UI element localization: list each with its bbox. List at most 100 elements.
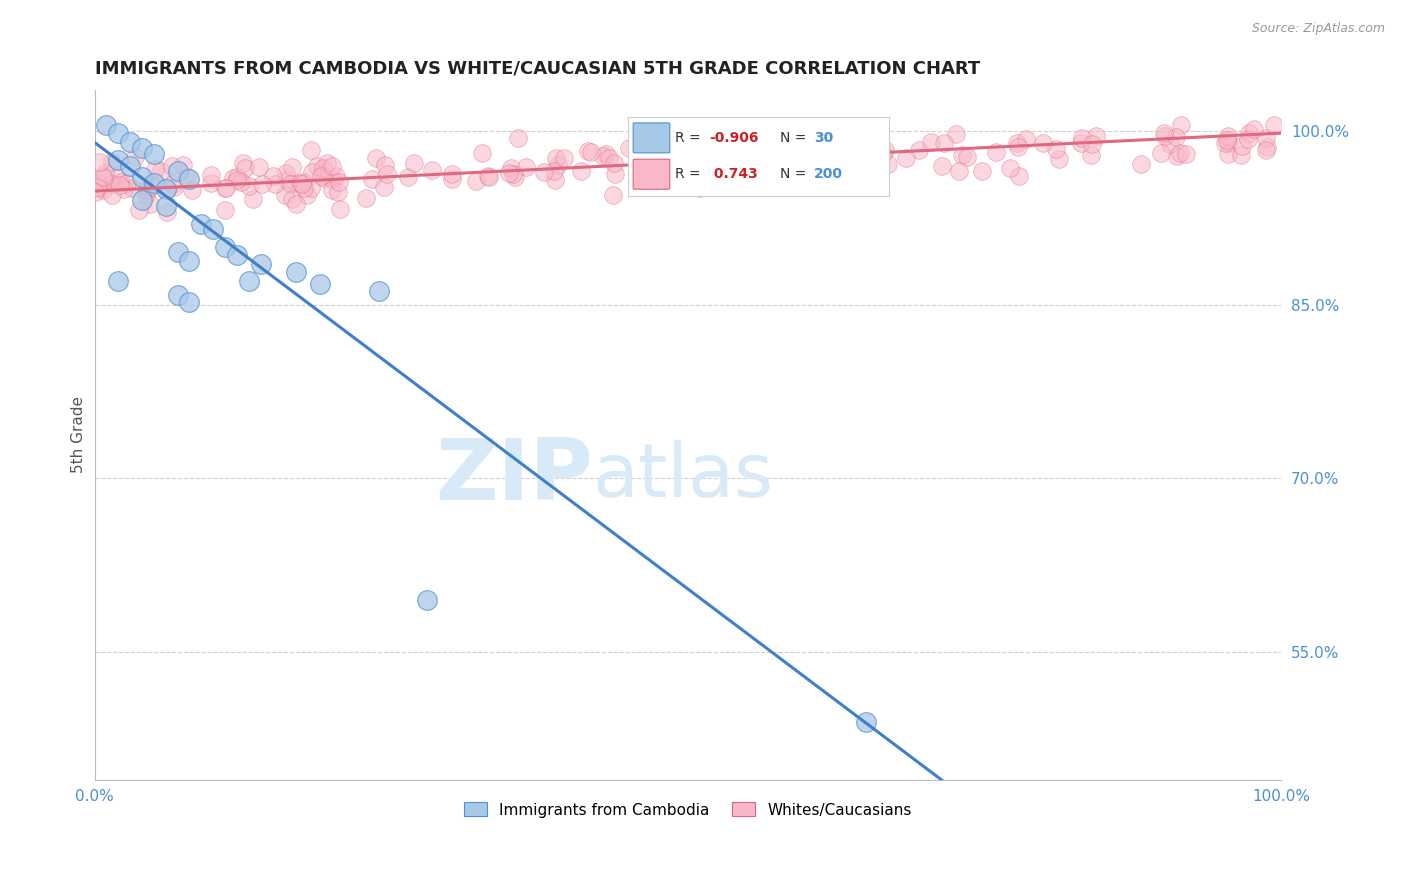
Point: [166, 245, 188, 260]
Point: [471, 146, 494, 161]
Point: [166, 288, 188, 302]
Point: [1164, 130, 1187, 145]
Point: [515, 160, 537, 174]
Point: [262, 169, 284, 184]
Point: [1216, 133, 1239, 147]
Point: [655, 133, 678, 147]
Point: [1213, 136, 1236, 151]
Point: [214, 202, 236, 217]
Y-axis label: 5th Grade: 5th Grade: [72, 396, 86, 474]
Point: [1256, 131, 1278, 145]
Point: [135, 187, 157, 202]
Point: [673, 161, 696, 175]
Point: [250, 177, 273, 191]
Point: [465, 174, 488, 188]
Point: [1168, 146, 1191, 161]
Point: [745, 162, 768, 177]
Point: [703, 156, 725, 170]
Point: [765, 161, 787, 176]
Point: [225, 169, 247, 184]
Point: [93, 170, 115, 185]
Point: [87, 181, 110, 195]
Point: [477, 169, 499, 183]
FancyBboxPatch shape: [633, 159, 669, 189]
Point: [499, 161, 522, 176]
Point: [299, 181, 322, 195]
Point: [309, 169, 332, 183]
Point: [281, 192, 304, 206]
Point: [200, 168, 222, 182]
Point: [121, 181, 143, 195]
Point: [814, 158, 837, 172]
Point: [249, 257, 271, 271]
Point: [825, 158, 848, 172]
Text: 200: 200: [814, 167, 842, 181]
Point: [311, 167, 333, 181]
Point: [1080, 137, 1102, 152]
Point: [375, 167, 398, 181]
Point: [877, 157, 900, 171]
Point: [553, 151, 575, 165]
Point: [569, 163, 592, 178]
Point: [498, 166, 520, 180]
Point: [115, 176, 138, 190]
Point: [970, 164, 993, 178]
Point: [1263, 118, 1285, 132]
Point: [316, 156, 339, 170]
Point: [1032, 136, 1054, 151]
Point: [1071, 131, 1094, 145]
Point: [321, 159, 343, 173]
Point: [89, 155, 111, 169]
Point: [1008, 169, 1031, 183]
Point: [1045, 142, 1067, 156]
Point: [329, 202, 352, 216]
Point: [373, 180, 395, 194]
Point: [233, 161, 256, 175]
Point: [291, 178, 314, 192]
Point: [579, 145, 602, 159]
Point: [478, 170, 501, 185]
Point: [697, 158, 720, 172]
Point: [374, 158, 396, 172]
Point: [288, 176, 311, 190]
Point: [547, 158, 569, 172]
Point: [1256, 140, 1278, 154]
Point: [136, 180, 159, 194]
Point: [396, 170, 419, 185]
Point: [305, 159, 328, 173]
Point: [281, 161, 304, 175]
Point: [617, 141, 640, 155]
Point: [688, 157, 710, 171]
Point: [855, 714, 877, 729]
Point: [361, 172, 384, 186]
Point: [86, 179, 108, 194]
Point: [155, 199, 177, 213]
Point: [120, 159, 142, 173]
Point: [546, 151, 568, 165]
Point: [247, 160, 270, 174]
Point: [292, 181, 315, 195]
Point: [96, 118, 118, 132]
Point: [789, 134, 811, 148]
Text: IMMIGRANTS FROM CAMBODIA VS WHITE/CAUCASIAN 5TH GRADE CORRELATION CHART: IMMIGRANTS FROM CAMBODIA VS WHITE/CAUCAS…: [94, 60, 980, 78]
Point: [862, 149, 884, 163]
Point: [231, 155, 253, 169]
Point: [176, 170, 198, 185]
Point: [107, 153, 129, 167]
Point: [142, 147, 165, 161]
Point: [274, 166, 297, 180]
Point: [602, 188, 624, 202]
Point: [896, 151, 918, 165]
Point: [214, 181, 236, 195]
Point: [503, 170, 526, 185]
Point: [143, 161, 166, 176]
Point: [166, 164, 188, 178]
Point: [160, 159, 183, 173]
Point: [1153, 126, 1175, 140]
Point: [229, 175, 252, 189]
Legend: Immigrants from Cambodia, Whites/Caucasians: Immigrants from Cambodia, Whites/Caucasi…: [458, 797, 918, 823]
Point: [93, 170, 115, 185]
Point: [107, 275, 129, 289]
Point: [108, 178, 131, 192]
Point: [761, 152, 783, 166]
